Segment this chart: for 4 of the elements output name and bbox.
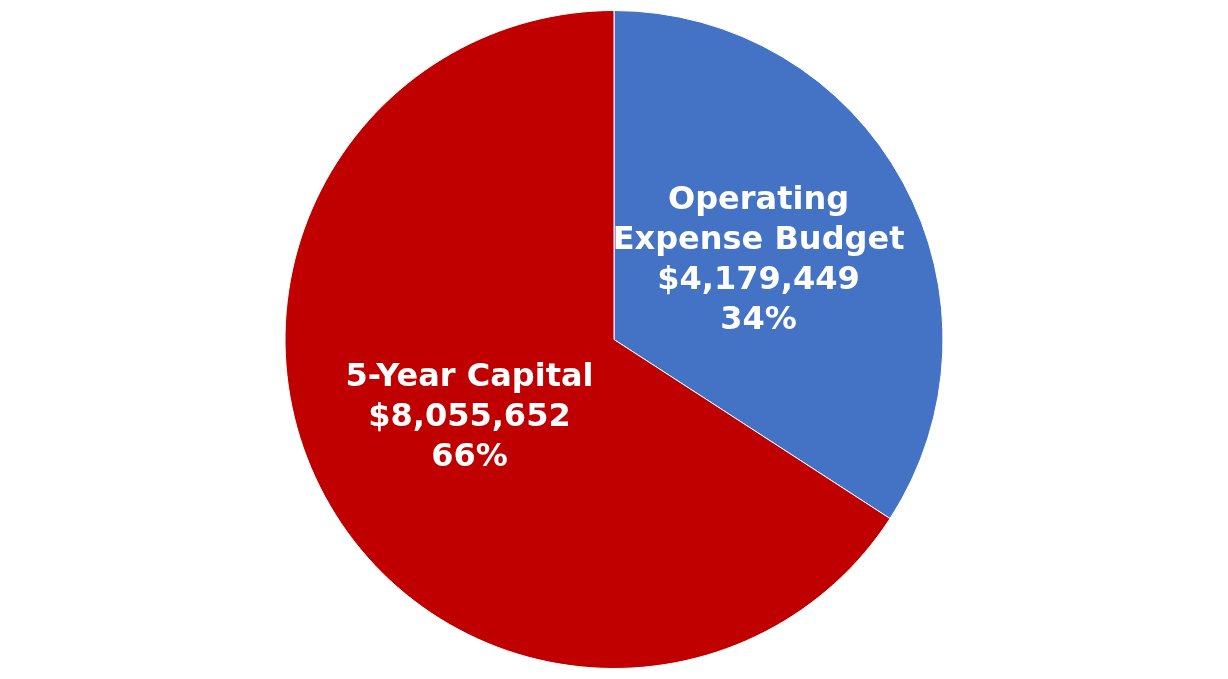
slice-label: 5-Year Capital (345, 356, 594, 395)
data-label: $8,055,652 66% (368, 396, 571, 475)
slice-label: Operating Expense Budget (612, 179, 905, 258)
data-label: $4,179,449 34% (657, 259, 860, 338)
